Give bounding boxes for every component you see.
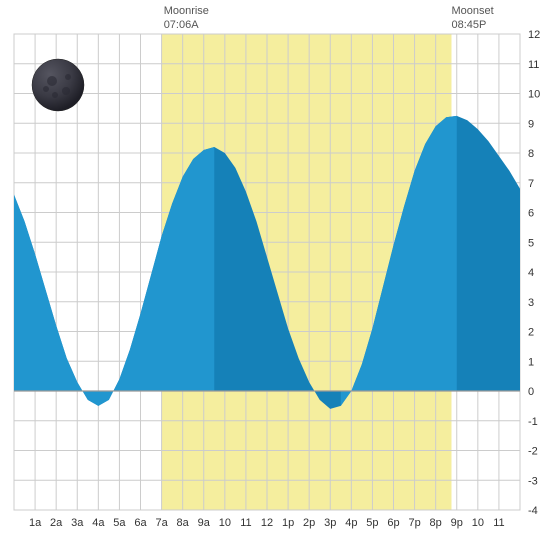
- header-label: Moonrise: [164, 5, 209, 17]
- x-tick-label: 8a: [177, 517, 190, 529]
- x-tick-label: 11: [493, 517, 504, 529]
- x-tick-label: 2a: [50, 517, 63, 529]
- y-tick-label: 2: [528, 327, 534, 339]
- x-tick-label: 4a: [92, 517, 105, 529]
- x-tick-label: 3a: [71, 517, 84, 529]
- x-tick-label: 2p: [303, 517, 315, 529]
- header-label: Moonset: [451, 5, 493, 17]
- x-tick-label: 5p: [366, 517, 378, 529]
- x-tick-label: 1a: [29, 517, 42, 529]
- y-tick-label: 5: [528, 237, 534, 249]
- y-tick-label: 3: [528, 297, 534, 309]
- header-time: 08:45P: [451, 19, 486, 31]
- y-tick-label: -2: [528, 446, 538, 458]
- x-tick-label: 10: [472, 517, 484, 529]
- x-tick-label: 8p: [430, 517, 442, 529]
- x-tick-label: 1p: [282, 517, 294, 529]
- chart-svg: -4-3-2-101234567891011121a2a3a4a5a6a7a8a…: [0, 0, 550, 550]
- y-tick-label: 7: [528, 178, 534, 190]
- x-tick-label: 4p: [345, 517, 357, 529]
- y-tick-label: 12: [528, 29, 540, 41]
- y-tick-label: 0: [528, 386, 534, 398]
- moon-icon: [32, 59, 84, 111]
- y-tick-label: -3: [528, 475, 538, 487]
- x-tick-label: 7p: [408, 517, 420, 529]
- x-tick-label: 9p: [451, 517, 463, 529]
- x-tick-label: 3p: [324, 517, 336, 529]
- y-tick-label: 11: [528, 59, 539, 71]
- x-tick-label: 11: [240, 517, 251, 529]
- y-tick-label: 10: [528, 89, 540, 101]
- x-tick-label: 7a: [155, 517, 168, 529]
- tide-chart: -4-3-2-101234567891011121a2a3a4a5a6a7a8a…: [0, 0, 550, 550]
- y-tick-label: 6: [528, 208, 534, 220]
- y-tick-label: 8: [528, 148, 534, 160]
- x-tick-label: 9a: [198, 517, 211, 529]
- y-tick-label: -1: [528, 416, 538, 428]
- x-tick-label: 6p: [387, 517, 399, 529]
- x-tick-label: 6a: [134, 517, 147, 529]
- x-tick-label: 12: [261, 517, 273, 529]
- x-tick-label: 10: [219, 517, 231, 529]
- x-tick-label: 5a: [113, 517, 126, 529]
- y-tick-label: 1: [528, 356, 534, 368]
- y-tick-label: -4: [528, 505, 538, 517]
- header-time: 07:06A: [164, 19, 200, 31]
- y-tick-label: 4: [528, 267, 534, 279]
- y-tick-label: 9: [528, 118, 534, 130]
